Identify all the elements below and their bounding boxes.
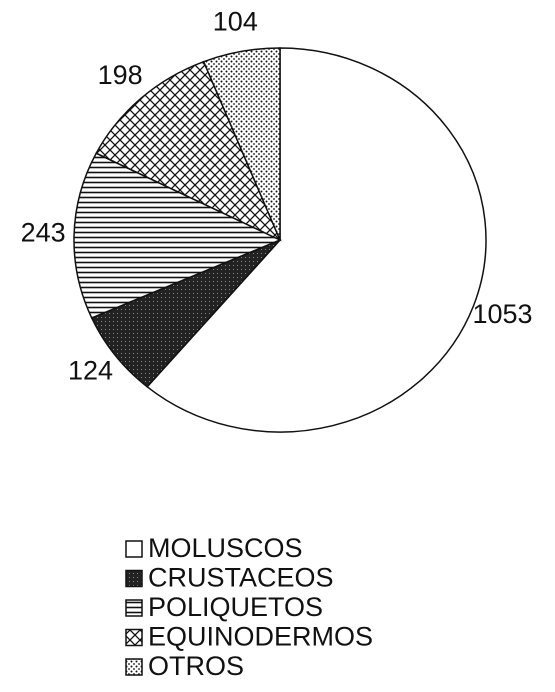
legend-swatch [125, 599, 143, 617]
data-label: 243 [21, 217, 66, 247]
legend-swatch [125, 569, 143, 588]
legend-swatch [125, 628, 143, 647]
data-label: 198 [98, 60, 143, 90]
pie-slice [95, 60, 282, 242]
pie-slice [146, 47, 487, 433]
data-label: 124 [68, 356, 113, 386]
legend-swatch [125, 540, 143, 558]
data-label: 104 [213, 6, 258, 36]
data-label: 1053 [472, 299, 532, 329]
pie-slice [202, 47, 281, 241]
legend-label: EQUINODERMOS [148, 622, 373, 652]
pie [73, 47, 487, 433]
legend-label: OTROS [148, 651, 244, 681]
legend-label: CRUSTACEOS [148, 563, 334, 593]
legend-label: POLIQUETOS [148, 592, 323, 622]
pie-slice [73, 152, 282, 319]
legend: MOLUSCOSCRUSTACEOSPOLIQUETOSEQUINODERMOS… [125, 533, 373, 681]
legend-swatch [125, 658, 143, 676]
legend-label: MOLUSCOS [148, 533, 303, 563]
